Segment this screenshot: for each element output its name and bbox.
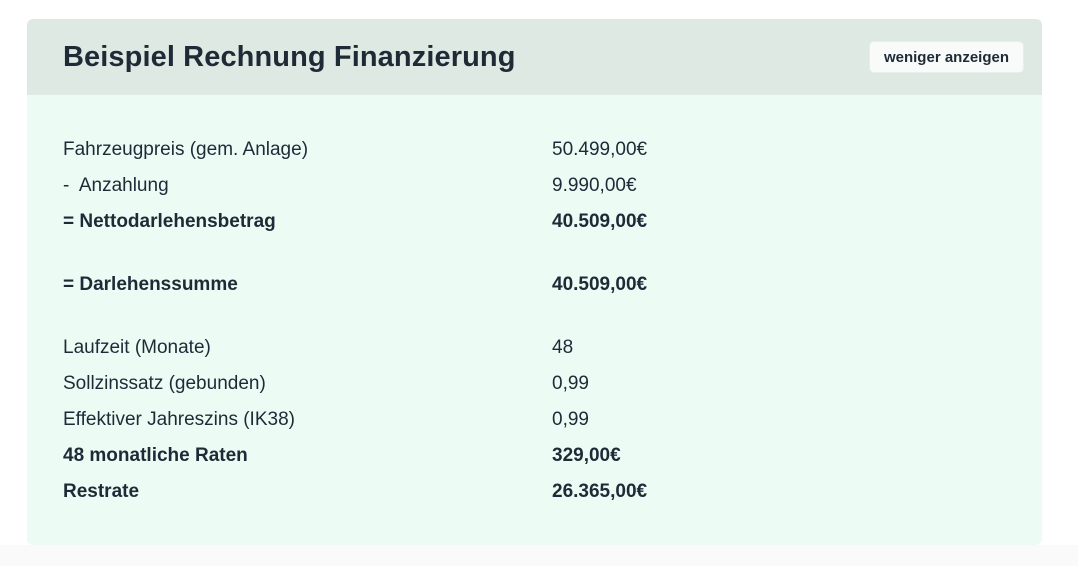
row-label: - Anzahlung bbox=[63, 175, 169, 196]
row-label: Sollzinssatz (gebunden) bbox=[63, 373, 266, 394]
row-value: 0,99 bbox=[552, 373, 589, 394]
row-value: 9.990,00€ bbox=[552, 175, 637, 196]
row-value: 50.499,00€ bbox=[552, 139, 648, 160]
card-title: Beispiel Rechnung Finanzierung bbox=[63, 41, 516, 73]
financing-example-card: Beispiel Rechnung Finanzierung weniger a… bbox=[27, 19, 1042, 545]
row-label: Restrate bbox=[63, 481, 140, 502]
row-label: = Darlehenssumme bbox=[63, 274, 238, 295]
row-down-payment: - Anzahlung 9.990,00€ bbox=[63, 172, 1023, 200]
row-monthly-installments: 48 monatliche Raten 329,00€ bbox=[63, 442, 1023, 470]
row-value: 329,00€ bbox=[552, 445, 621, 466]
row-loan-total: = Darlehenssumme 40.509,00€ bbox=[63, 271, 1023, 299]
show-less-button[interactable]: weniger anzeigen bbox=[870, 42, 1023, 72]
row-label: Fahrzeugpreis (gem. Anlage) bbox=[63, 139, 309, 160]
row-net-loan-amount: = Nettodarlehensbetrag 40.509,00€ bbox=[63, 208, 1023, 236]
row-value: 26.365,00€ bbox=[552, 481, 648, 502]
page-background bbox=[0, 545, 1078, 566]
row-value: 40.509,00€ bbox=[552, 274, 648, 295]
row-label: 48 monatliche Raten bbox=[63, 445, 248, 466]
row-borrowing-rate: Sollzinssatz (gebunden) 0,99 bbox=[63, 370, 1023, 398]
row-label: = Nettodarlehensbetrag bbox=[63, 211, 276, 232]
row-value: 0,99 bbox=[552, 409, 589, 430]
row-value: 40.509,00€ bbox=[552, 211, 648, 232]
row-value: 48 bbox=[552, 337, 574, 358]
row-label: Laufzeit (Monate) bbox=[63, 337, 211, 358]
card-header: Beispiel Rechnung Finanzierung weniger a… bbox=[27, 19, 1042, 95]
row-final-installment: Restrate 26.365,00€ bbox=[63, 478, 1023, 506]
row-label: Effektiver Jahreszins (IK38) bbox=[63, 409, 295, 430]
row-vehicle-price: Fahrzeugpreis (gem. Anlage) 50.499,00€ bbox=[63, 136, 1023, 164]
row-term-months: Laufzeit (Monate) 48 bbox=[63, 334, 1023, 362]
row-effective-rate: Effektiver Jahreszins (IK38) 0,99 bbox=[63, 406, 1023, 434]
